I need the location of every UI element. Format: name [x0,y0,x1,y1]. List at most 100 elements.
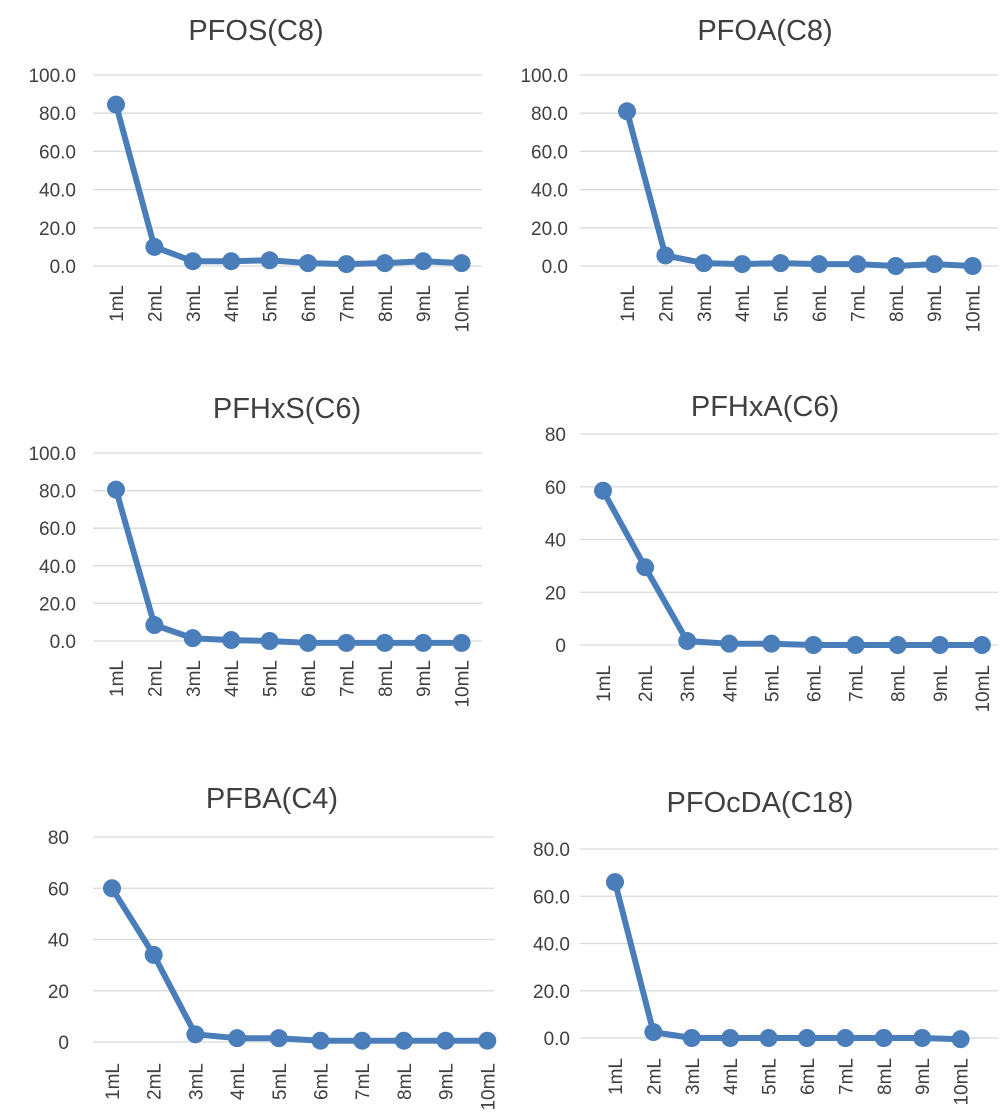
data-point-pfhxs-c6-10ml [452,633,471,652]
data-point-pfhxs-c6-4ml [222,631,241,650]
y-tick-label-pfoa-c8-2: 40.0 [531,181,568,202]
y-tick-label-pfhxs-c6-0: 0.0 [50,632,76,653]
x-tick-label-pfos-c8-5: 5mL [261,285,282,322]
data-point-pfhxa-c6-3ml [678,632,697,651]
data-point-pfocda-c18-5ml [759,1029,778,1047]
y-tick-label-pfba-c4-0: 0 [58,1033,69,1054]
chart-panel-pfhxs-c6: PFHxS(C6) 0.0 20.0 40.0 60.0 80.0 100.0 1mL 2mL 3… [28,393,482,708]
data-point-pfocda-c18-7ml [836,1029,855,1047]
x-tick-label-pfoa-c8-5: 5mL [772,285,793,322]
x-tick-label-pfocda-c18-5: 5mL [760,1058,781,1095]
x-tick-label-pfoa-c8-6: 6mL [810,285,831,322]
data-point-pfhxs-c6-7ml [337,633,356,652]
data-point-pfba-c4-3ml [186,1025,205,1044]
data-point-pfoa-c8-6ml [810,255,828,274]
data-point-pfhxa-c6-4ml [720,634,739,653]
x-tick-label-pfocda-c18-3: 3mL [683,1058,704,1095]
series-line-pfos-c8 [113,101,465,268]
chart-panel-pfocda-c18: PFOcDA(C18) 0.0 20.0 40.0 60.0 80.0 1mL 2mL 3mL 4… [533,787,998,1106]
x-tick-label-pfoa-c8-7: 7mL [848,285,869,322]
x-tick-label-pfhxa-c6-7: 7mL [847,665,868,702]
y-tick-label-pfoa-c8-5: 100.0 [520,66,568,87]
x-tick-label-pfos-c8-1: 1mL [107,285,128,322]
y-tick-label-pfhxa-c6-0: 0 [555,636,566,657]
x-tick-label-pfba-c4-3: 3mL [186,1063,207,1100]
x-tick-label-pfos-c8-3: 3mL [184,285,205,322]
x-tick-label-pfhxa-c6-5: 5mL [762,665,783,702]
y-tick-label-pfba-c4-3: 60 [48,879,69,900]
series-line-pfocda-c18 [612,879,964,1043]
x-tick-label-pfhxa-c6-2: 2mL [636,665,657,702]
data-point-pfhxs-c6-6ml [299,633,317,652]
chart-panel-pfba-c4: PFBA(C4) 0 20 40 60 80 1mL 2mL 3mL 4mL 5mL 6mL 7mL 8m… [48,783,499,1111]
x-tick-label-pfos-c8-10: 10mL [453,285,474,333]
data-point-pfba-c4-1ml [103,879,121,898]
x-tick-label-pfhxs-c6-2: 2mL [145,660,166,697]
series-line-pfba-c4 [109,885,491,1044]
data-point-pfhxa-c6-5ml [762,634,781,653]
data-point-pfocda-c18-3ml [682,1029,701,1047]
series-line-pfoa-c8 [624,108,976,269]
data-point-pfocda-c18-4ml [721,1029,740,1047]
x-tick-label-pfoa-c8-3: 3mL [695,285,716,322]
x-tick-label-pfhxs-c6-5: 5mL [261,660,282,697]
data-point-pfoa-c8-8ml [886,257,905,275]
data-point-pfhxa-c6-9ml [930,636,949,654]
x-tick-label-pfos-c8-6: 6mL [299,285,320,322]
y-tick-label-pfhxs-c6-4: 80.0 [39,482,76,503]
x-tick-label-pfhxa-c6-3: 3mL [678,665,699,702]
chart-title-pfhxa-c6: PFHxA(C6) [691,391,839,423]
data-point-pfba-c4-9ml [436,1031,455,1050]
data-point-pfba-c4-10ml [478,1031,497,1050]
x-tick-label-pfoa-c8-2: 2mL [656,285,677,322]
data-point-pfhxs-c6-3ml [183,629,202,648]
data-point-pfoa-c8-9ml [925,255,944,274]
y-tick-label-pfoa-c8-1: 20.0 [531,219,568,240]
data-point-pfba-c4-7ml [353,1031,372,1050]
data-point-pfba-c4-6ml [311,1031,330,1050]
y-tick-label-pfhxa-c6-3: 60 [545,478,566,499]
data-point-pfhxs-c6-9ml [414,633,433,652]
x-tick-label-pfos-c8-9: 9mL [414,285,435,322]
data-point-pfhxa-c6-8ml [888,636,907,654]
data-point-pfocda-c18-6ml [798,1029,816,1047]
x-tick-label-pfhxs-c6-9: 9mL [414,660,435,697]
x-tick-label-pfhxs-c6-10: 10mL [453,660,474,708]
y-tick-label-pfos-c8-1: 20.0 [39,219,76,240]
data-point-pfba-c4-8ml [394,1031,413,1050]
x-tick-label-pfba-c4-5: 5mL [270,1063,291,1100]
y-tick-label-pfocda-c18-2: 40.0 [533,935,570,956]
y-tick-label-pfos-c8-3: 60.0 [39,142,76,163]
data-point-pfoa-c8-5ml [771,254,790,273]
y-tick-label-pfhxa-c6-2: 40 [545,531,566,552]
series-line-pfhxa-c6 [600,487,985,648]
x-tick-label-pfhxs-c6-4: 4mL [222,660,243,697]
x-tick-label-pfocda-c18-8: 8mL [875,1058,896,1095]
y-tick-label-pfos-c8-4: 80.0 [39,104,76,125]
x-tick-label-pfhxa-c6-8: 8mL [889,665,910,702]
data-point-pfoa-c8-3ml [694,254,713,273]
y-tick-label-pfocda-c18-4: 80.0 [533,840,570,861]
data-point-pfoa-c8-2ml [656,246,675,265]
data-point-pfos-c8-10ml [452,254,471,273]
data-point-pfocda-c18-1ml [606,873,624,892]
x-tick-label-pfos-c8-2: 2mL [145,285,166,322]
chart-title-pfoa-c8: PFOA(C8) [697,15,832,47]
chart-panel-pfoa-c8: PFOA(C8) 0.0 20.0 40.0 60.0 80.0 100.0 1mL 2mL 3m… [520,15,998,333]
data-point-pfos-c8-4ml [222,252,241,271]
data-point-pfocda-c18-8ml [874,1029,893,1047]
y-tick-label-pfos-c8-5: 100.0 [28,66,76,87]
x-tick-label-pfhxa-c6-10: 10mL [973,665,994,713]
x-tick-label-pfoa-c8-10: 10mL [964,285,985,333]
x-tick-label-pfos-c8-8: 8mL [376,285,397,322]
x-tick-label-pfocda-c18-9: 9mL [913,1058,934,1095]
chart-title-pfos-c8: PFOS(C8) [188,15,323,47]
x-tick-label-pfos-c8-4: 4mL [222,285,243,322]
x-tick-label-pfba-c4-2: 2mL [145,1063,166,1100]
x-tick-label-pfhxs-c6-7: 7mL [337,660,358,697]
data-point-pfocda-c18-9ml [913,1029,932,1047]
data-point-pfba-c4-5ml [269,1029,288,1048]
y-tick-label-pfhxs-c6-5: 100.0 [28,444,76,465]
data-point-pfoa-c8-10ml [963,257,982,275]
data-point-pfhxa-c6-1ml [594,481,612,500]
